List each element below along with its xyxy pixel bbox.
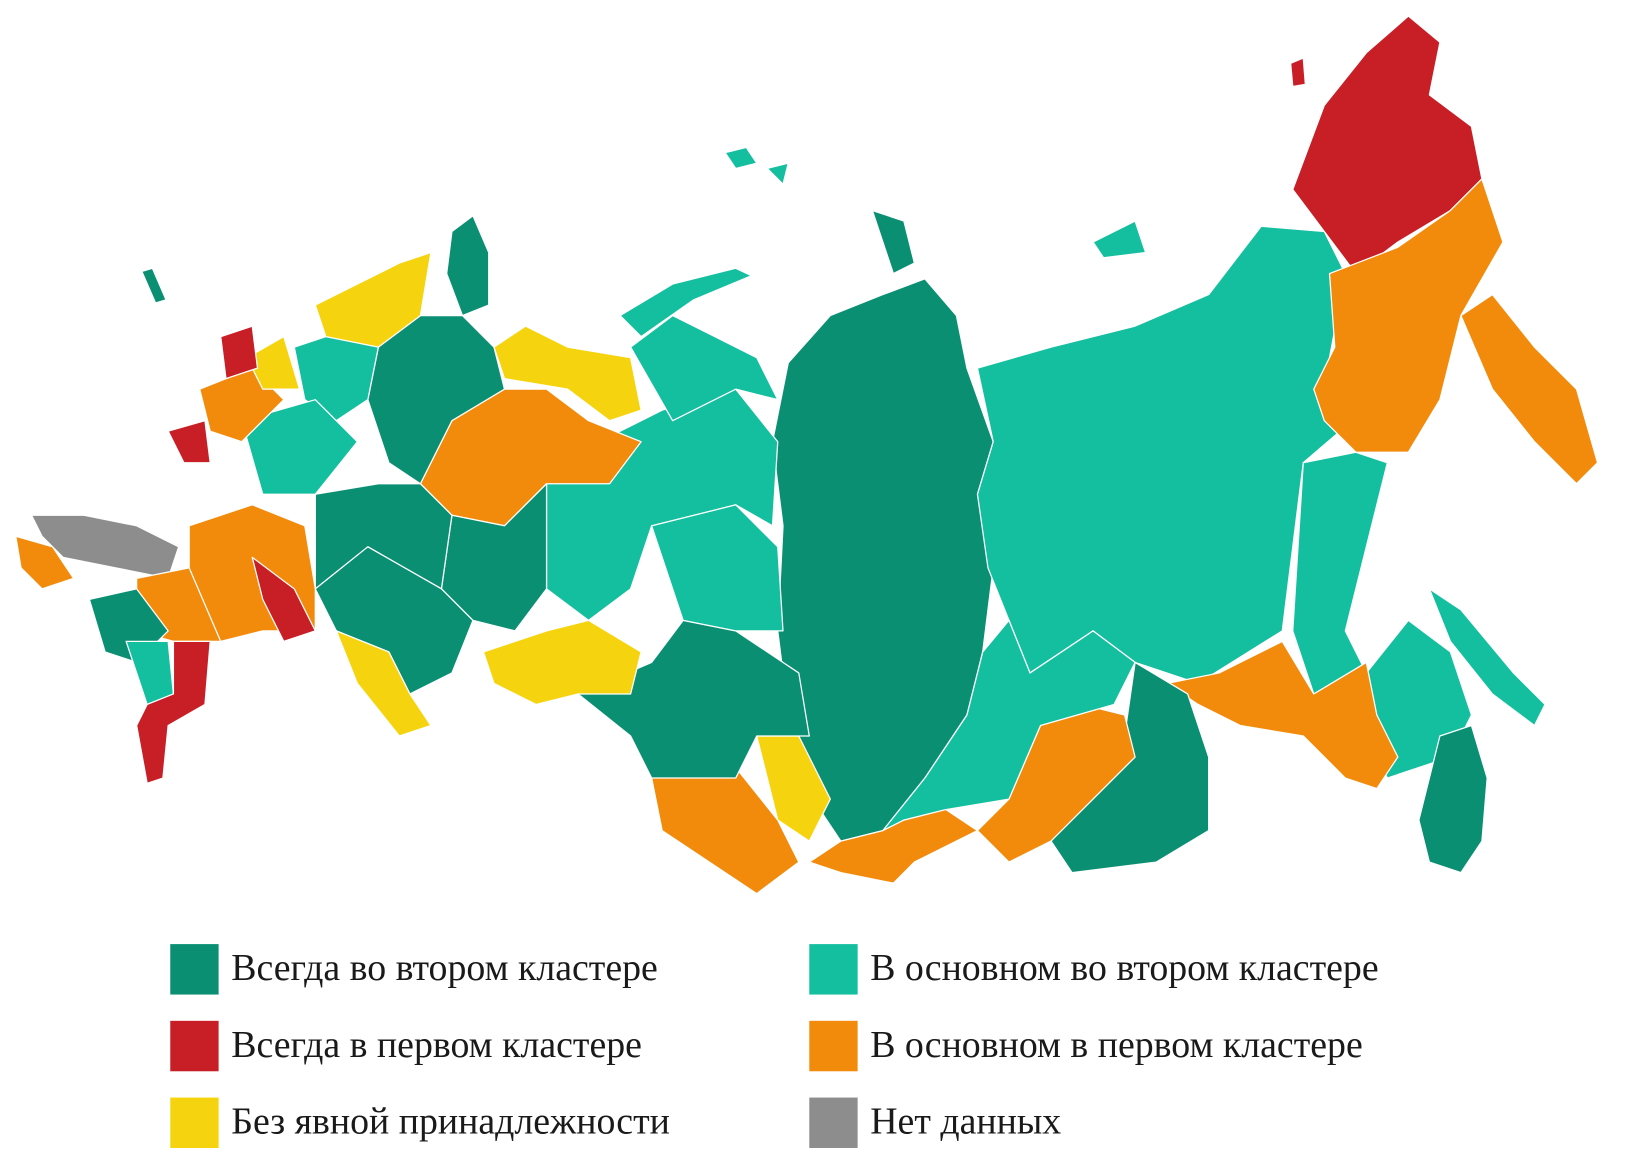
region xyxy=(493,325,642,422)
region xyxy=(1290,57,1306,88)
legend-label: Нет данных xyxy=(870,1101,1061,1143)
legend-label: Без явной принадлежности xyxy=(231,1101,670,1143)
region xyxy=(629,314,779,422)
region xyxy=(125,640,175,706)
region xyxy=(724,146,758,170)
legend-label: В основном во втором кластере xyxy=(870,947,1378,989)
region xyxy=(141,267,167,304)
legend-label: Всегда во втором кластере xyxy=(231,947,658,989)
legend-label: В основном в первом кластере xyxy=(870,1024,1363,1066)
region xyxy=(1418,724,1488,874)
region xyxy=(167,420,211,464)
region xyxy=(1092,220,1147,259)
region xyxy=(335,630,432,737)
region xyxy=(136,640,211,784)
legend-swatch xyxy=(809,1097,858,1148)
region xyxy=(1166,640,1399,790)
legend-swatch xyxy=(809,944,858,995)
legend-swatch xyxy=(170,944,219,995)
map xyxy=(15,15,1599,895)
region xyxy=(1313,178,1504,453)
region xyxy=(882,619,1136,832)
region xyxy=(1460,293,1599,485)
legend-swatch xyxy=(170,1020,219,1072)
legend: Всегда во втором кластере В основном во в… xyxy=(170,944,1379,1148)
region xyxy=(446,215,490,317)
region xyxy=(766,162,789,185)
region xyxy=(251,556,316,643)
region xyxy=(651,766,800,895)
region xyxy=(976,703,1136,863)
region xyxy=(220,325,259,380)
region xyxy=(651,504,784,632)
region xyxy=(367,314,506,485)
legend-swatch xyxy=(170,1097,219,1148)
region xyxy=(241,399,358,495)
region xyxy=(15,535,75,590)
region xyxy=(808,808,979,884)
legend-swatch xyxy=(809,1020,858,1072)
region xyxy=(246,335,301,390)
region xyxy=(871,209,916,275)
region xyxy=(619,267,753,338)
region xyxy=(577,619,810,779)
legend-label: Всегда в первом кластере xyxy=(231,1024,642,1066)
region xyxy=(1428,588,1546,727)
region xyxy=(976,225,1346,685)
region xyxy=(482,619,642,706)
